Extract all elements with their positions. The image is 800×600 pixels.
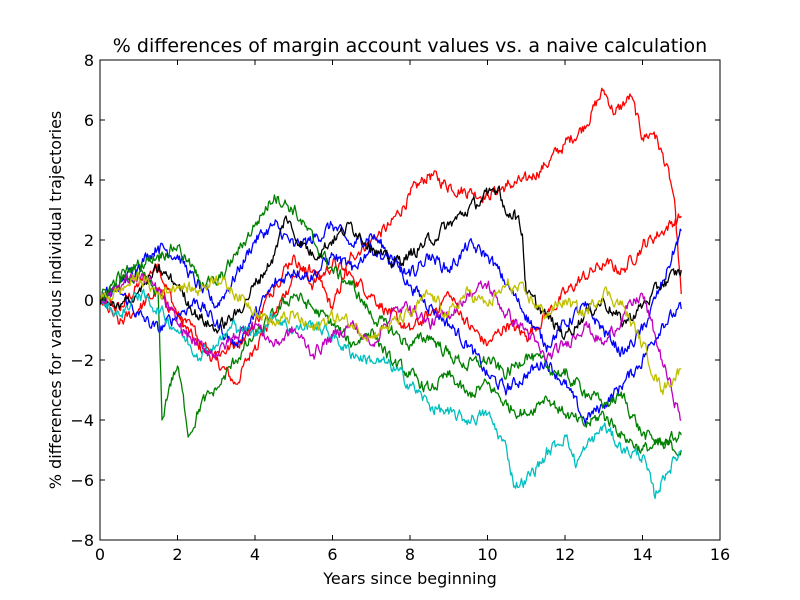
y-tick-label: −2 (70, 351, 94, 370)
x-tick-label: 12 (555, 545, 575, 564)
series-layer (99, 87, 682, 500)
series-line-3 (99, 219, 682, 426)
y-tick-label: 8 (84, 51, 94, 70)
x-tick-label: 2 (172, 545, 182, 564)
x-tick-label: 6 (327, 545, 337, 564)
y-tick-label: 0 (84, 291, 94, 310)
x-tick-label: 0 (95, 545, 105, 564)
chart-title: % differences of margin account values v… (113, 35, 707, 57)
y-tick-label: 2 (84, 231, 94, 250)
x-tick-label: 10 (477, 545, 497, 564)
series-line-6 (99, 194, 682, 450)
x-tick-label: 8 (405, 545, 415, 564)
y-tick-label: −4 (70, 411, 94, 430)
x-tick-label: 14 (632, 545, 652, 564)
x-axis-title: Years since beginning (322, 569, 497, 588)
series-line-10 (99, 271, 682, 395)
y-axis-title: % differences for various individual tra… (46, 111, 65, 490)
y-tick-label: −6 (70, 471, 94, 490)
series-line-8 (99, 288, 682, 500)
tick-layer: 0 2 4 6 8 10 12 14 16 −8 −6 −4 −2 0 2 4 6 8 (70, 51, 730, 564)
series-line-5 (99, 269, 682, 457)
y-tick-label: 4 (84, 171, 94, 190)
x-tick-label: 4 (250, 545, 260, 564)
y-tick-label: −8 (70, 531, 94, 550)
y-tick-label: 6 (84, 111, 94, 130)
x-tick-label: 16 (710, 545, 730, 564)
series-line-9 (99, 273, 682, 421)
